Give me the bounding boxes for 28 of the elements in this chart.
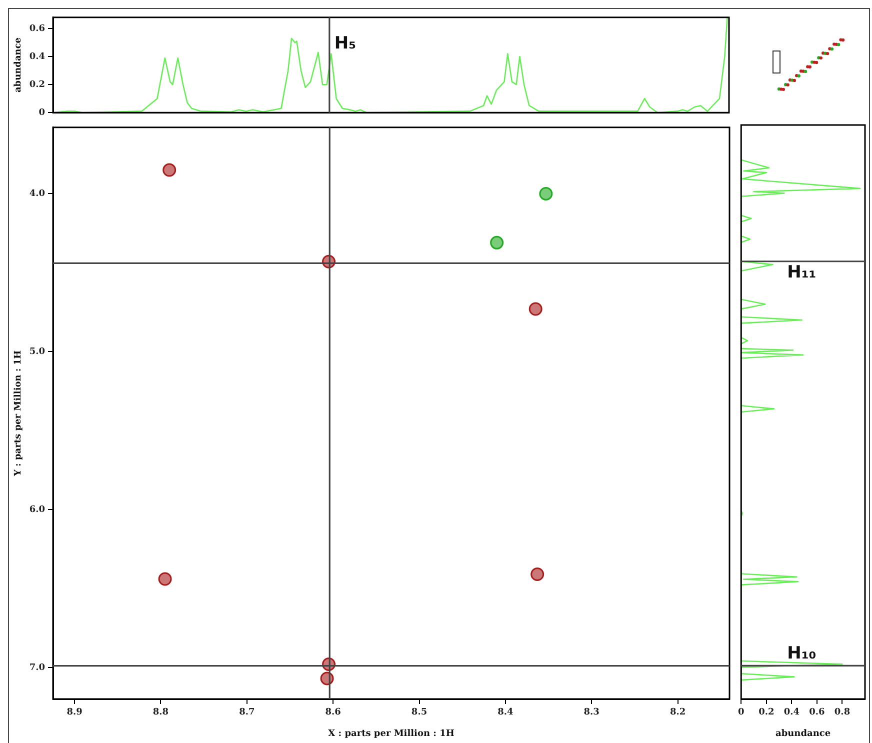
y-tick-label: 0.6 — [29, 24, 45, 34]
x-tick-label: 0.4 — [784, 708, 800, 718]
y-axis-title: Y : parts per Million : 1H — [14, 350, 24, 478]
x-tick-label: 0.8 — [834, 708, 850, 718]
x-tick-label: 8.2 — [670, 708, 686, 718]
x-tick-label: 8.8 — [152, 708, 169, 718]
x-tick-label: 0 — [738, 708, 744, 718]
y-tick-label: 5.0 — [29, 346, 45, 357]
x-tick-label: 0.6 — [809, 708, 825, 718]
y-tick-label: 6.0 — [29, 504, 45, 515]
y-tick-label: 4.0 — [29, 189, 45, 200]
y-axis-title: abundance — [14, 37, 24, 93]
x-tick-label: 8.5 — [411, 708, 428, 718]
x-tick-label: 8.9 — [66, 708, 82, 718]
ref-line-label: H₅ — [334, 33, 356, 54]
y-tick-label: 0.2 — [29, 80, 45, 90]
x-axis-title: abundance — [776, 728, 831, 739]
x-tick-label: 8.6 — [325, 708, 341, 718]
x-tick-label: 8.7 — [239, 708, 255, 718]
x-tick-label: 0.2 — [758, 708, 774, 718]
x-axis-title: X : parts per Million : 1H — [328, 728, 455, 739]
ref-line-label: H₁₀ — [787, 644, 816, 664]
y-tick-label: 0.4 — [29, 52, 45, 62]
y-tick-label: 0 — [38, 108, 45, 118]
x-tick-label: 8.4 — [498, 708, 514, 718]
y-tick-label: 7.0 — [29, 662, 45, 673]
x-tick-label: 8.3 — [584, 708, 600, 718]
ref-line-label: H₁₁ — [787, 262, 816, 282]
